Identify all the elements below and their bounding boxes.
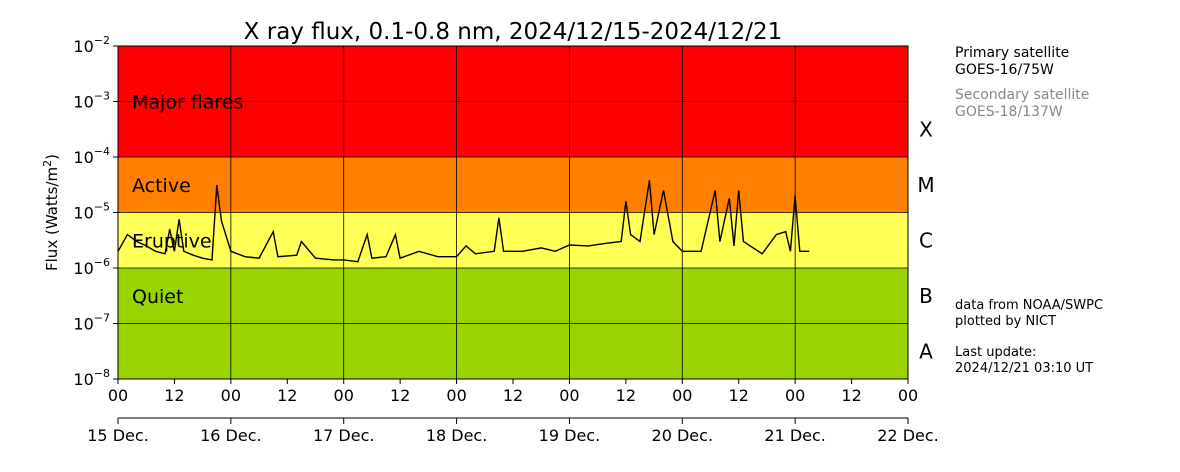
credits-source: data from NOAA/SWPC: [955, 298, 1104, 313]
band-b: [118, 268, 908, 324]
primary-satellite-label: Primary satellite: [955, 45, 1070, 61]
x-hour-label: 12: [277, 386, 297, 405]
y-tick-label: 10−5: [73, 201, 110, 223]
day-label: 16 Dec.: [200, 426, 262, 445]
band-c: [118, 212, 908, 268]
band-label-b: Quiet: [132, 286, 183, 308]
class-letter-x: X: [919, 117, 933, 141]
band-label-x: Major flares: [132, 92, 243, 114]
x-hour-label: 00: [785, 386, 805, 405]
day-label: 18 Dec.: [426, 426, 488, 445]
day-label: 20 Dec.: [652, 426, 714, 445]
y-tick-label: 10−7: [73, 312, 110, 334]
x-hour-label: 12: [616, 386, 636, 405]
last-update-value: 2024/12/21 03:10 UT: [955, 361, 1094, 376]
day-label: 17 Dec.: [313, 426, 375, 445]
x-hour-label: 12: [841, 386, 861, 405]
x-hour-label: 00: [559, 386, 579, 405]
day-label: 19 Dec.: [539, 426, 601, 445]
satellite-legend: Primary satellite GOES-16/75W Secondary …: [955, 45, 1089, 121]
x-hour-label: 00: [334, 386, 354, 405]
y-axis-label: Flux (Watts/m2): [41, 154, 61, 271]
y-tick-label: 10−2: [73, 34, 110, 56]
last-update-label: Last update:: [955, 345, 1037, 360]
x-hour-label: 00: [108, 386, 128, 405]
x-hour-label: 00: [446, 386, 466, 405]
day-label: 15 Dec.: [87, 426, 149, 445]
class-letter-a: A: [919, 339, 933, 363]
x-hour-label: 12: [503, 386, 523, 405]
x-hour-label: 00: [221, 386, 241, 405]
secondary-satellite-value: GOES-18/137W: [955, 104, 1063, 120]
y-tick-label: 10−4: [73, 145, 110, 167]
credits: data from NOAA/SWPC plotted by NICT Last…: [955, 298, 1103, 377]
x-hour-label: 12: [164, 386, 184, 405]
y-tick-label: 10−8: [73, 367, 110, 389]
primary-satellite-value: GOES-16/75W: [955, 62, 1054, 78]
flux-series-line: [117, 180, 810, 263]
class-letter-m: M: [917, 173, 934, 197]
band-a: [118, 323, 908, 379]
class-letter-c: C: [919, 228, 933, 252]
chart-title: X ray flux, 0.1-0.8 nm, 2024/12/15-2024/…: [244, 19, 783, 45]
secondary-satellite-label: Secondary satellite: [955, 87, 1090, 103]
band-m: [118, 157, 908, 213]
y-tick-label: 10−6: [73, 256, 110, 278]
day-label: 21 Dec.: [764, 426, 826, 445]
x-hour-label: 12: [729, 386, 749, 405]
y-tick-label: 10−3: [73, 90, 110, 112]
day-label: 22 Dec.: [877, 426, 939, 445]
x-hour-label: 12: [390, 386, 410, 405]
credits-plotter: plotted by NICT: [955, 314, 1057, 329]
class-letter-b: B: [919, 284, 933, 308]
x-hour-label: 00: [898, 386, 918, 405]
x-hour-label: 00: [672, 386, 692, 405]
band-label-m: Active: [132, 175, 191, 197]
